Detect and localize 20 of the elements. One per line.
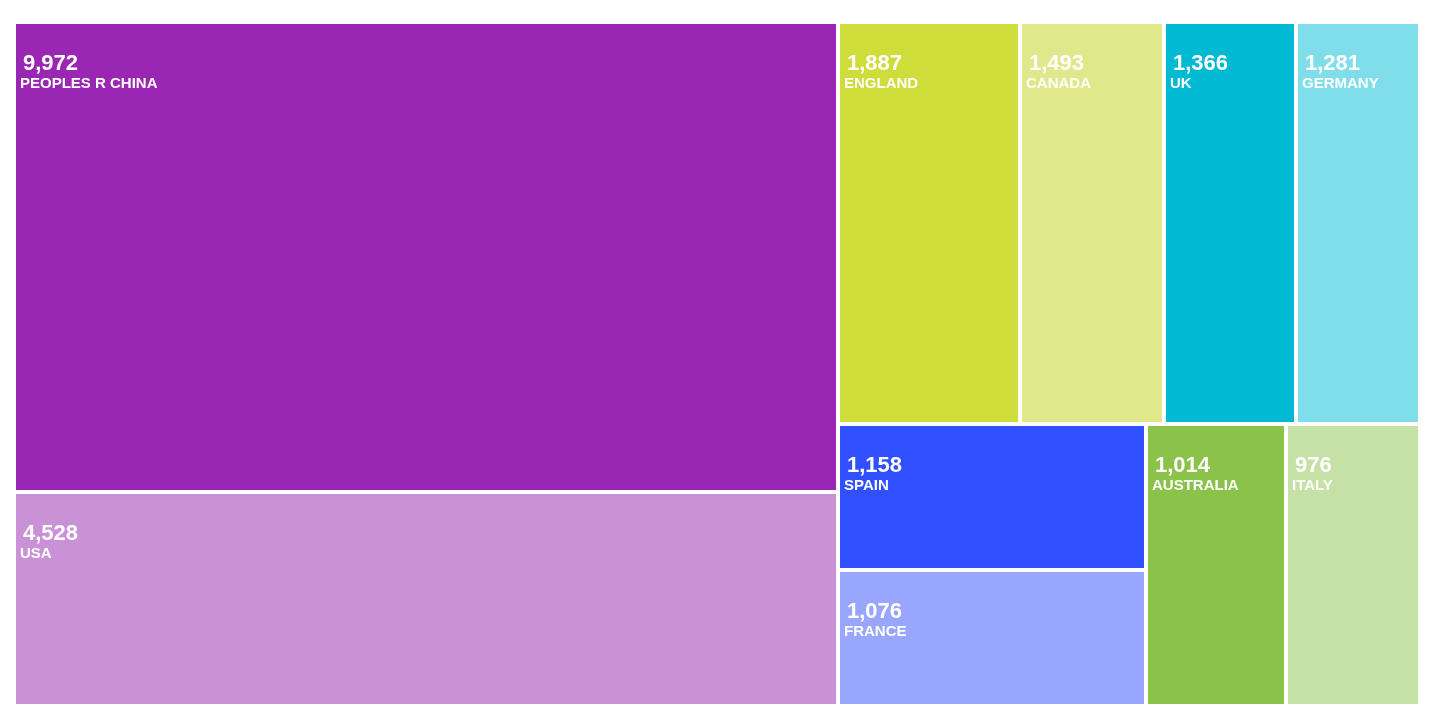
data-label: 1,887 [847,50,903,75]
category-label: ENGLAND [844,74,919,91]
category-label: FRANCE [844,622,907,639]
category-label: USA [20,544,52,561]
category-label: SPAIN [844,476,889,493]
data-label: 1,158 [847,452,903,477]
data-label: 1,281 [1305,50,1361,75]
category-label: CANADA [1026,74,1092,91]
category-label: UK [1170,74,1192,91]
category-label: PEOPLES R CHINA [20,74,158,91]
category-label: AUSTRALIA [1152,476,1239,493]
data-label: 976 [1295,452,1332,477]
data-label: 1,366 [1173,50,1229,75]
category-label: ITALY [1292,476,1333,493]
data-label: 9,972 [23,50,79,75]
data-label: 4,528 [23,520,79,545]
data-label: 1,014 [1155,452,1211,477]
category-label: GERMANY [1302,74,1379,91]
data-label: 1,076 [847,598,903,623]
data-label: 1,493 [1029,50,1085,75]
